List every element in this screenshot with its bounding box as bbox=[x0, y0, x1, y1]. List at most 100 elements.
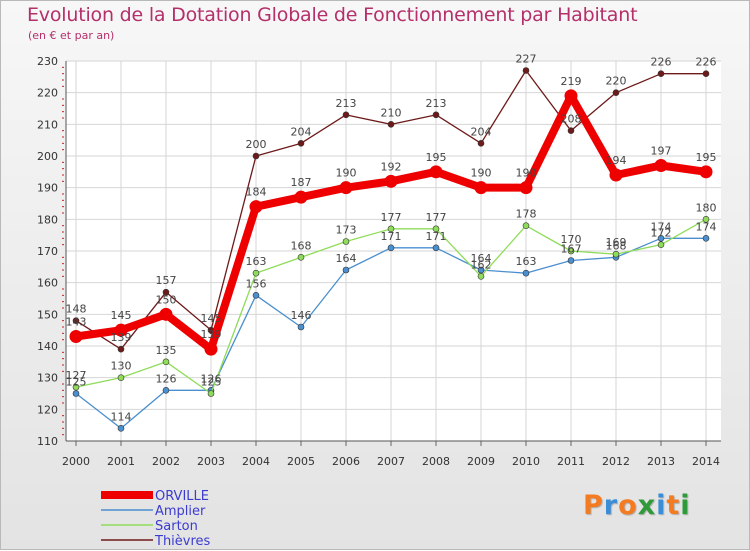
data-point bbox=[384, 174, 398, 188]
x-tick-label: 2003 bbox=[197, 455, 225, 468]
data-point bbox=[564, 89, 578, 103]
data-point bbox=[522, 222, 530, 229]
data-label: 195 bbox=[426, 151, 447, 164]
data-label: 208 bbox=[561, 113, 582, 126]
data-point bbox=[612, 89, 620, 96]
x-tick-label: 2014 bbox=[692, 455, 720, 468]
data-point bbox=[432, 225, 440, 233]
x-tick-label: 2004 bbox=[242, 455, 270, 468]
chart-axes: 110 120 130 140 150 160 170 180 190 200 210 220 230 2… bbox=[37, 55, 721, 468]
data-label: 226 bbox=[696, 56, 717, 69]
data-label: 162 bbox=[471, 258, 492, 271]
legend-label-amplier: Amplier bbox=[155, 504, 206, 519]
data-label: 190 bbox=[336, 167, 357, 180]
data-point bbox=[657, 70, 665, 77]
data-point bbox=[342, 266, 350, 274]
chart-subtitle: (en € et par an) bbox=[28, 29, 115, 42]
x-tick-label: 2000 bbox=[62, 455, 90, 468]
data-label: 219 bbox=[561, 75, 582, 88]
data-label: 125 bbox=[66, 376, 87, 389]
logo-letter: i bbox=[680, 490, 691, 521]
data-label: 146 bbox=[291, 309, 312, 322]
data-label: 171 bbox=[426, 230, 447, 243]
data-point bbox=[249, 200, 263, 214]
data-label: 125 bbox=[201, 376, 222, 389]
data-point bbox=[297, 323, 305, 331]
data-point bbox=[522, 269, 530, 277]
data-point bbox=[477, 140, 485, 147]
data-label: 220 bbox=[606, 75, 627, 88]
x-tick-label: 2011 bbox=[557, 455, 585, 468]
data-label: 226 bbox=[651, 56, 672, 69]
x-tick-label: 2012 bbox=[602, 455, 630, 468]
chart-series bbox=[69, 67, 713, 432]
legend-label-sarton: Sarton bbox=[155, 519, 198, 534]
data-label: 172 bbox=[651, 227, 672, 240]
data-label: 177 bbox=[426, 211, 447, 224]
data-point bbox=[387, 244, 395, 252]
x-tick-label: 2008 bbox=[422, 455, 450, 468]
y-tick-label: 150 bbox=[37, 308, 58, 321]
data-label: 157 bbox=[156, 274, 177, 287]
data-label: 192 bbox=[381, 160, 402, 173]
y-tick-label: 180 bbox=[37, 213, 58, 226]
data-label: 164 bbox=[471, 252, 492, 265]
data-point bbox=[432, 111, 440, 119]
data-label: 178 bbox=[516, 208, 537, 221]
data-label: 190 bbox=[471, 167, 492, 180]
data-label: 168 bbox=[606, 239, 627, 252]
data-label: 197 bbox=[651, 145, 672, 158]
y-tick-label: 220 bbox=[37, 87, 58, 100]
data-point bbox=[699, 165, 713, 179]
data-point bbox=[612, 250, 620, 258]
data-point bbox=[114, 323, 128, 337]
data-label: 126 bbox=[156, 372, 177, 385]
y-tick-label: 210 bbox=[37, 118, 58, 131]
y-tick-label: 130 bbox=[37, 372, 58, 385]
data-point bbox=[609, 168, 623, 182]
x-tick-label: 2005 bbox=[287, 455, 315, 468]
data-label: 139 bbox=[201, 328, 222, 341]
data-point bbox=[522, 67, 530, 74]
data-label: 126 bbox=[201, 372, 222, 385]
logo-letter: o bbox=[618, 490, 638, 521]
data-point bbox=[702, 70, 710, 77]
data-point bbox=[69, 330, 83, 343]
data-label: 163 bbox=[516, 255, 537, 268]
legend-label-thièvres: Thièvres bbox=[154, 534, 211, 549]
logo-letter: x bbox=[637, 490, 657, 521]
data-label: 127 bbox=[66, 369, 87, 382]
data-point bbox=[702, 216, 710, 223]
data-point bbox=[162, 358, 170, 366]
data-label: 174 bbox=[651, 220, 672, 233]
data-point bbox=[72, 317, 80, 324]
data-label: 213 bbox=[426, 97, 447, 110]
x-tick-label: 2007 bbox=[377, 455, 405, 468]
data-label: 145 bbox=[201, 312, 222, 325]
data-point bbox=[297, 254, 305, 261]
data-label: 173 bbox=[336, 224, 357, 237]
data-point bbox=[432, 244, 440, 252]
data-label: 195 bbox=[696, 151, 717, 164]
data-label: 171 bbox=[381, 230, 402, 243]
data-point bbox=[117, 425, 125, 432]
data-point bbox=[342, 238, 350, 245]
x-tick-label: 2009 bbox=[467, 455, 495, 468]
y-tick-label: 190 bbox=[37, 182, 58, 195]
data-point bbox=[477, 273, 485, 280]
data-point bbox=[252, 269, 260, 277]
data-point bbox=[387, 121, 395, 128]
data-label: 139 bbox=[111, 331, 132, 344]
data-label: 148 bbox=[66, 303, 87, 316]
data-point bbox=[342, 111, 350, 119]
data-label: 213 bbox=[336, 97, 357, 110]
data-point bbox=[567, 247, 575, 255]
data-point bbox=[252, 152, 260, 160]
data-label: 170 bbox=[561, 233, 582, 246]
y-tick-label: 110 bbox=[37, 435, 58, 448]
data-point bbox=[657, 241, 665, 248]
data-label: 156 bbox=[246, 277, 267, 290]
data-point bbox=[252, 292, 260, 299]
